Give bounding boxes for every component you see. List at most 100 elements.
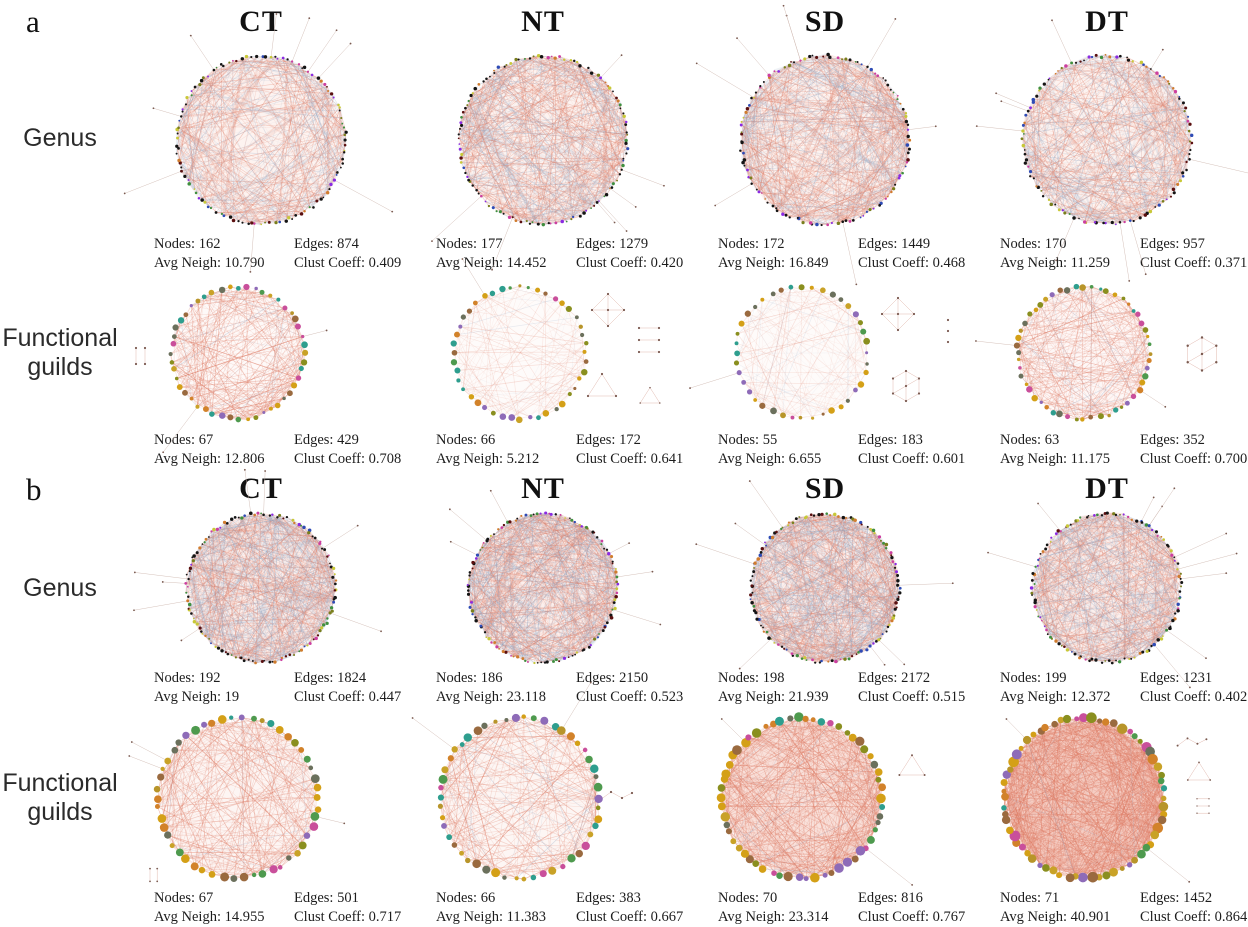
stat-value: 66	[481, 432, 496, 448]
stat-label: Clust Coeff:	[294, 451, 365, 467]
network-cell-b-genus-sd	[684, 510, 966, 666]
stat-avg-neigh: Avg Neigh: 11.175	[1000, 450, 1126, 469]
network-graph-b-guilds-sd	[684, 710, 966, 886]
stat-label: Nodes:	[436, 432, 477, 448]
stat-value: 0.641	[651, 451, 684, 467]
stats-right: Edges: 1449 Clust Coeff: 0.468	[858, 235, 965, 278]
stat-value: 0.767	[933, 909, 966, 925]
stat-value: 1279	[619, 236, 648, 252]
network-cell-a-genus-sd	[684, 44, 966, 232]
network-graph-a-guilds-nt	[402, 278, 684, 428]
network-graph-a-guilds-dt	[966, 278, 1248, 428]
stat-nodes: Nodes: 177	[436, 235, 562, 254]
stat-label: Nodes:	[154, 890, 195, 906]
stat-value: 67	[199, 432, 214, 448]
stat-value: 2150	[619, 670, 648, 686]
stat-edges: Edges: 816	[858, 889, 965, 908]
network-graph-b-genus-sd	[684, 510, 966, 666]
stat-label: Avg Neigh:	[154, 909, 221, 925]
network-graph-a-genus-dt	[966, 44, 1248, 232]
stat-value: 67	[199, 890, 214, 906]
stat-value: 816	[901, 890, 923, 906]
stat-edges: Edges: 1279	[576, 235, 683, 254]
stats-a-genus-ct: Nodes: 162 Avg Neigh: 10.790 Edges: 874 …	[120, 232, 402, 278]
network-graph-b-guilds-dt	[966, 710, 1248, 886]
spacer	[0, 666, 120, 710]
stat-edges: Edges: 352	[1140, 431, 1247, 450]
column-header-ct: CT	[120, 468, 402, 510]
stat-value: 874	[337, 236, 359, 252]
stat-value: 0.409	[369, 255, 402, 271]
stat-value: 10.790	[225, 255, 265, 271]
stats-left: Nodes: 71 Avg Neigh: 40.901	[1000, 889, 1126, 924]
stat-avg-neigh: Avg Neigh: 6.655	[718, 450, 844, 469]
stat-label: Clust Coeff:	[1140, 255, 1211, 271]
stat-label: Nodes:	[1000, 890, 1041, 906]
stats-a-genus-sd: Nodes: 172 Avg Neigh: 16.849 Edges: 1449…	[684, 232, 966, 278]
column-header-nt: NT	[402, 468, 684, 510]
stat-label: Nodes:	[1000, 432, 1041, 448]
stat-clust-coeff: Clust Coeff: 0.515	[858, 688, 965, 707]
stat-label: Clust Coeff:	[294, 689, 365, 705]
stat-value: 12.806	[225, 451, 265, 467]
stats-left: Nodes: 192 Avg Neigh: 19	[154, 669, 280, 710]
stat-avg-neigh: Avg Neigh: 11.259	[1000, 254, 1126, 273]
stat-value: 352	[1183, 432, 1205, 448]
stats-left: Nodes: 67 Avg Neigh: 12.806	[154, 431, 280, 468]
stat-label: Avg Neigh:	[718, 909, 785, 925]
stat-label: Edges:	[294, 236, 333, 252]
stat-label: Clust Coeff:	[294, 255, 365, 271]
stat-clust-coeff: Clust Coeff: 0.409	[294, 254, 401, 273]
stats-left: Nodes: 70 Avg Neigh: 23.314	[718, 889, 844, 924]
stat-label: Clust Coeff:	[576, 255, 647, 271]
stat-value: 0.717	[369, 909, 402, 925]
stats-left: Nodes: 162 Avg Neigh: 10.790	[154, 235, 280, 278]
stat-value: 501	[337, 890, 359, 906]
stat-value: 0.523	[651, 689, 684, 705]
column-header-sd: SD	[684, 468, 966, 510]
network-cell-a-guilds-ct	[120, 278, 402, 428]
stat-value: 0.371	[1215, 255, 1248, 271]
stat-edges: Edges: 1231	[1140, 669, 1247, 688]
stat-label: Avg Neigh:	[436, 689, 503, 705]
network-cell-b-genus-nt	[402, 510, 684, 666]
stat-label: Edges:	[576, 236, 615, 252]
stat-label: Edges:	[858, 670, 897, 686]
stat-value: 383	[619, 890, 641, 906]
network-cell-a-genus-dt	[966, 44, 1248, 232]
stat-label: Avg Neigh:	[718, 689, 785, 705]
stat-label: Edges:	[1140, 432, 1179, 448]
stat-edges: Edges: 172	[576, 431, 683, 450]
stat-edges: Edges: 183	[858, 431, 965, 450]
row-label-guilds-line1: Functional	[2, 769, 117, 798]
network-graph-a-genus-nt	[402, 44, 684, 232]
stat-nodes: Nodes: 192	[154, 669, 280, 688]
stat-label: Edges:	[1140, 670, 1179, 686]
stats-right: Edges: 816 Clust Coeff: 0.767	[858, 889, 965, 924]
stat-edges: Edges: 874	[294, 235, 401, 254]
stats-a-genus-dt: Nodes: 170 Avg Neigh: 11.259 Edges: 957 …	[966, 232, 1248, 278]
stat-value: 0.468	[933, 255, 966, 271]
stat-label: Avg Neigh:	[436, 255, 503, 271]
stat-label: Avg Neigh:	[154, 255, 221, 271]
stat-label: Clust Coeff:	[294, 909, 365, 925]
network-cell-a-guilds-dt	[966, 278, 1248, 428]
stats-left: Nodes: 198 Avg Neigh: 21.939	[718, 669, 844, 710]
network-cell-b-guilds-ct	[120, 710, 402, 886]
stat-value: 14.452	[507, 255, 547, 271]
network-cell-a-genus-nt	[402, 44, 684, 232]
stats-right: Edges: 501 Clust Coeff: 0.717	[294, 889, 401, 924]
stat-label: Edges:	[1140, 890, 1179, 906]
stat-nodes: Nodes: 199	[1000, 669, 1126, 688]
stat-edges: Edges: 1824	[294, 669, 401, 688]
stat-value: 19	[225, 689, 240, 705]
spacer	[0, 886, 120, 924]
stats-left: Nodes: 67 Avg Neigh: 14.955	[154, 889, 280, 924]
stat-value: 0.700	[1215, 451, 1248, 467]
stat-value: 162	[199, 236, 221, 252]
spacer	[0, 232, 120, 278]
stat-value: 957	[1183, 236, 1205, 252]
stat-clust-coeff: Clust Coeff: 0.447	[294, 688, 401, 707]
stats-left: Nodes: 199 Avg Neigh: 12.372	[1000, 669, 1126, 710]
stat-label: Clust Coeff:	[858, 909, 929, 925]
